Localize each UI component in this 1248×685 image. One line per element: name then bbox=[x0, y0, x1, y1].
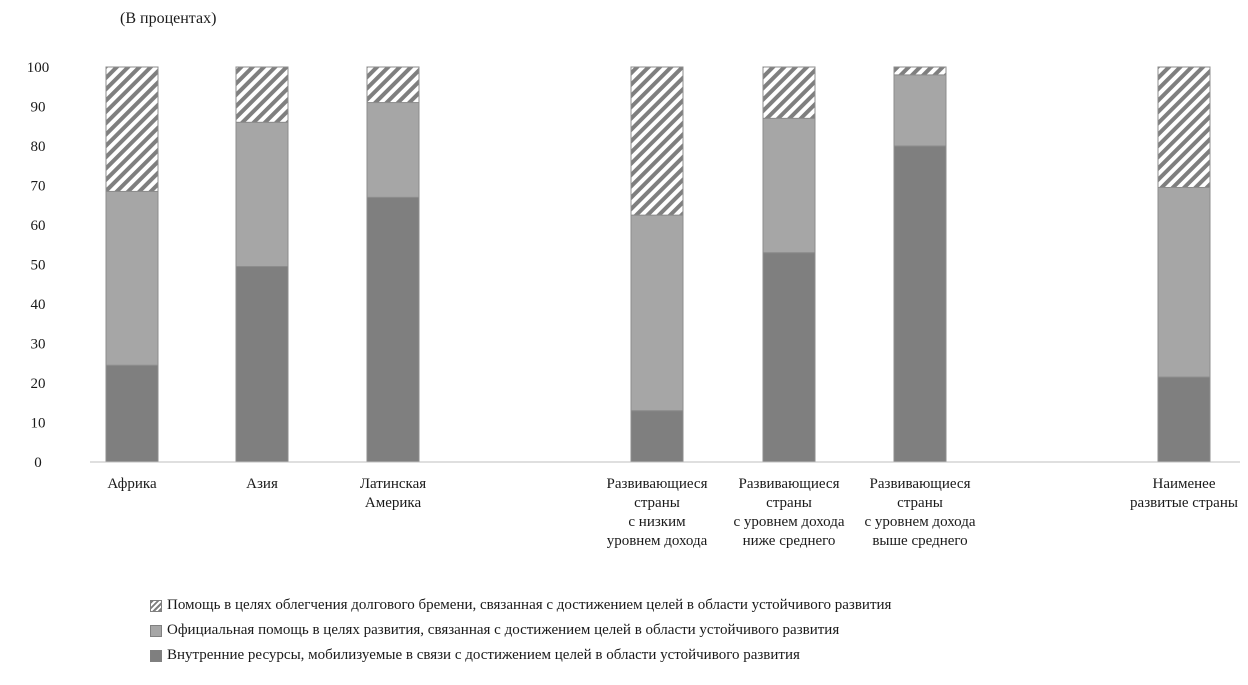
y-tick-label: 20 bbox=[31, 376, 46, 392]
x-category-label: Латинская Америка bbox=[360, 476, 426, 511]
x-category-label-line: Азия bbox=[246, 476, 278, 492]
legend-item-debt-relief: Помощь в целях облегчения долгового брем… bbox=[150, 593, 891, 618]
y-tick-label: 60 bbox=[31, 218, 46, 234]
bar-segment-debt-relief bbox=[366, 66, 420, 104]
bar-segment-oda bbox=[366, 102, 420, 198]
bar-segment-oda bbox=[762, 117, 816, 254]
legend-label-oda: Официальная помощь в целях развития, свя… bbox=[167, 622, 840, 638]
x-category-label: Азия bbox=[246, 476, 278, 492]
y-tick-label: 100 bbox=[27, 60, 50, 76]
x-category-label-line: страны bbox=[634, 495, 680, 511]
x-category-label-line: страны bbox=[897, 495, 943, 511]
x-category-label: Африка bbox=[107, 476, 157, 492]
y-tick-label: 10 bbox=[31, 416, 46, 432]
x-category-label-line: Америка bbox=[365, 495, 422, 511]
legend-swatch-domestic bbox=[150, 649, 162, 662]
legend-swatch-debt-relief bbox=[150, 599, 162, 612]
x-category-label: Развивающиеся страны с уровнем дохода ниже … bbox=[734, 476, 845, 549]
x-category-label-line: Развивающиеся bbox=[870, 476, 971, 492]
x-axis-labels: Африка Азия Латинская Америка Развивающиеся с… bbox=[107, 476, 1238, 549]
y-tick-label: 80 bbox=[31, 139, 46, 155]
bar-segment-domestic bbox=[630, 410, 684, 463]
y-tick-label: 70 bbox=[31, 179, 46, 195]
bars bbox=[105, 66, 1211, 463]
x-category-label-line: с уровнем дохода bbox=[734, 514, 845, 530]
bar-segment-oda bbox=[893, 74, 947, 147]
x-category-label-line: Развивающиеся bbox=[739, 476, 840, 492]
legend-swatch-oda bbox=[150, 624, 162, 637]
y-tick-label: 0 bbox=[34, 455, 42, 471]
bar-segment-oda bbox=[235, 121, 289, 267]
x-category-label-line: страны bbox=[766, 495, 812, 511]
y-tick-label: 50 bbox=[31, 258, 46, 274]
x-category-label: Наименее развитые страны bbox=[1130, 476, 1238, 511]
x-category-label-line: развитые страны bbox=[1130, 495, 1238, 511]
bar-segment-domestic bbox=[105, 364, 159, 463]
bar-segment-debt-relief bbox=[630, 66, 684, 216]
unit-note: (В процентах) bbox=[120, 10, 217, 27]
x-category-label-line: Латинская bbox=[360, 476, 426, 492]
y-tick-label: 40 bbox=[31, 297, 46, 313]
chart: 0 10 20 30 40 50 60 70 80 90 100 Африка Азия Латинск… bbox=[27, 60, 1240, 549]
bar-segment-domestic bbox=[366, 196, 420, 463]
bar-segment-debt-relief bbox=[235, 66, 289, 123]
legend-item-domestic: Внутренние ресурсы, мобилизуемые в связи… bbox=[150, 643, 891, 668]
bar-segment-domestic bbox=[1157, 376, 1211, 463]
x-category-label-line: ниже среднего bbox=[743, 533, 836, 549]
x-category-label: Развивающиеся страны с уровнем дохода выше … bbox=[865, 476, 976, 549]
legend-label-domestic: Внутренние ресурсы, мобилизуемые в связи… bbox=[167, 647, 800, 663]
x-category-label-line: Африка bbox=[107, 476, 157, 492]
bar-segment-domestic bbox=[762, 252, 816, 463]
y-tick-label: 30 bbox=[31, 337, 46, 353]
x-category-label-line: с уровнем дохода bbox=[865, 514, 976, 530]
x-category-label: Развивающиеся страны с низким уровнем доход… bbox=[607, 476, 708, 549]
bar-segment-debt-relief bbox=[893, 66, 947, 76]
y-tick-label: 90 bbox=[31, 100, 46, 116]
legend: Помощь в целях облегчения долгового брем… bbox=[150, 593, 891, 668]
legend-label-debt-relief: Помощь в целях облегчения долгового брем… bbox=[167, 597, 892, 613]
y-axis-ticks: 0 10 20 30 40 50 60 70 80 90 100 bbox=[27, 60, 50, 471]
bar-segment-oda bbox=[1157, 186, 1211, 378]
x-category-label-line: уровнем дохода bbox=[607, 533, 708, 549]
legend-item-oda: Официальная помощь в целях развития, свя… bbox=[150, 618, 891, 643]
bar-segment-debt-relief bbox=[105, 66, 159, 192]
bar-segment-domestic bbox=[893, 145, 947, 463]
x-category-label-line: с низким bbox=[628, 514, 686, 530]
bar-segment-debt-relief bbox=[1157, 66, 1211, 188]
x-category-label-line: выше среднего bbox=[872, 533, 967, 549]
x-category-label-line: Наименее bbox=[1152, 476, 1215, 492]
bar-segment-oda bbox=[630, 214, 684, 412]
x-category-label-line: Развивающиеся bbox=[607, 476, 708, 492]
bar-segment-domestic bbox=[235, 265, 289, 463]
bar-segment-debt-relief bbox=[762, 66, 816, 119]
bar-segment-oda bbox=[105, 190, 159, 366]
